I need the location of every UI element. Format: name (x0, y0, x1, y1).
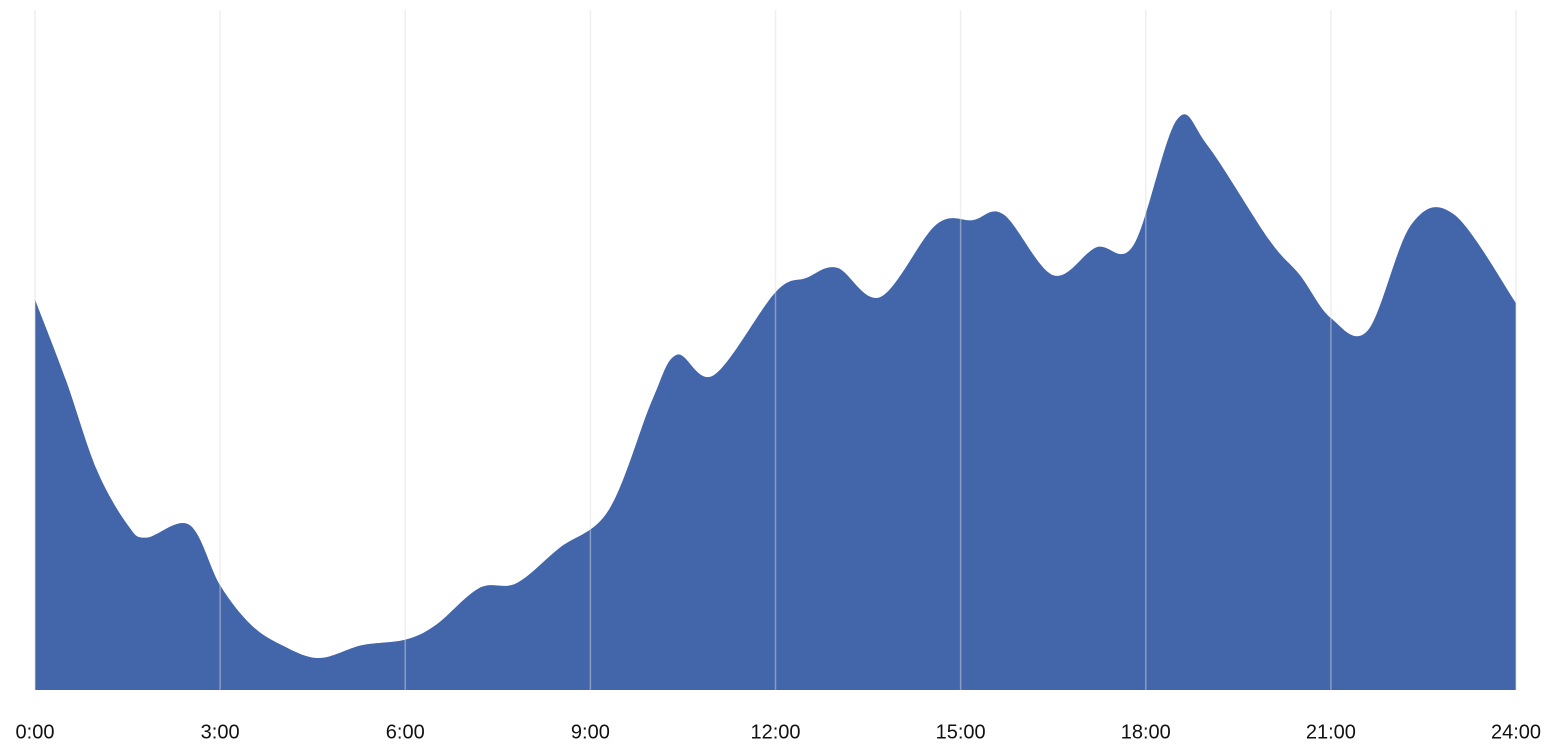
x-tick-label: 15:00 (936, 721, 986, 743)
x-tick-label: 21:00 (1306, 721, 1356, 743)
x-tick-label: 12:00 (750, 721, 800, 743)
area (35, 114, 1516, 691)
x-tick-label: 3:00 (201, 721, 240, 743)
x-tick-label: 18:00 (1121, 721, 1171, 743)
x-tick-label: 0:00 (16, 721, 55, 743)
x-tick-label: 6:00 (386, 721, 425, 743)
x-tick-label: 24:00 (1491, 721, 1541, 743)
x-tick-label: 9:00 (571, 721, 610, 743)
